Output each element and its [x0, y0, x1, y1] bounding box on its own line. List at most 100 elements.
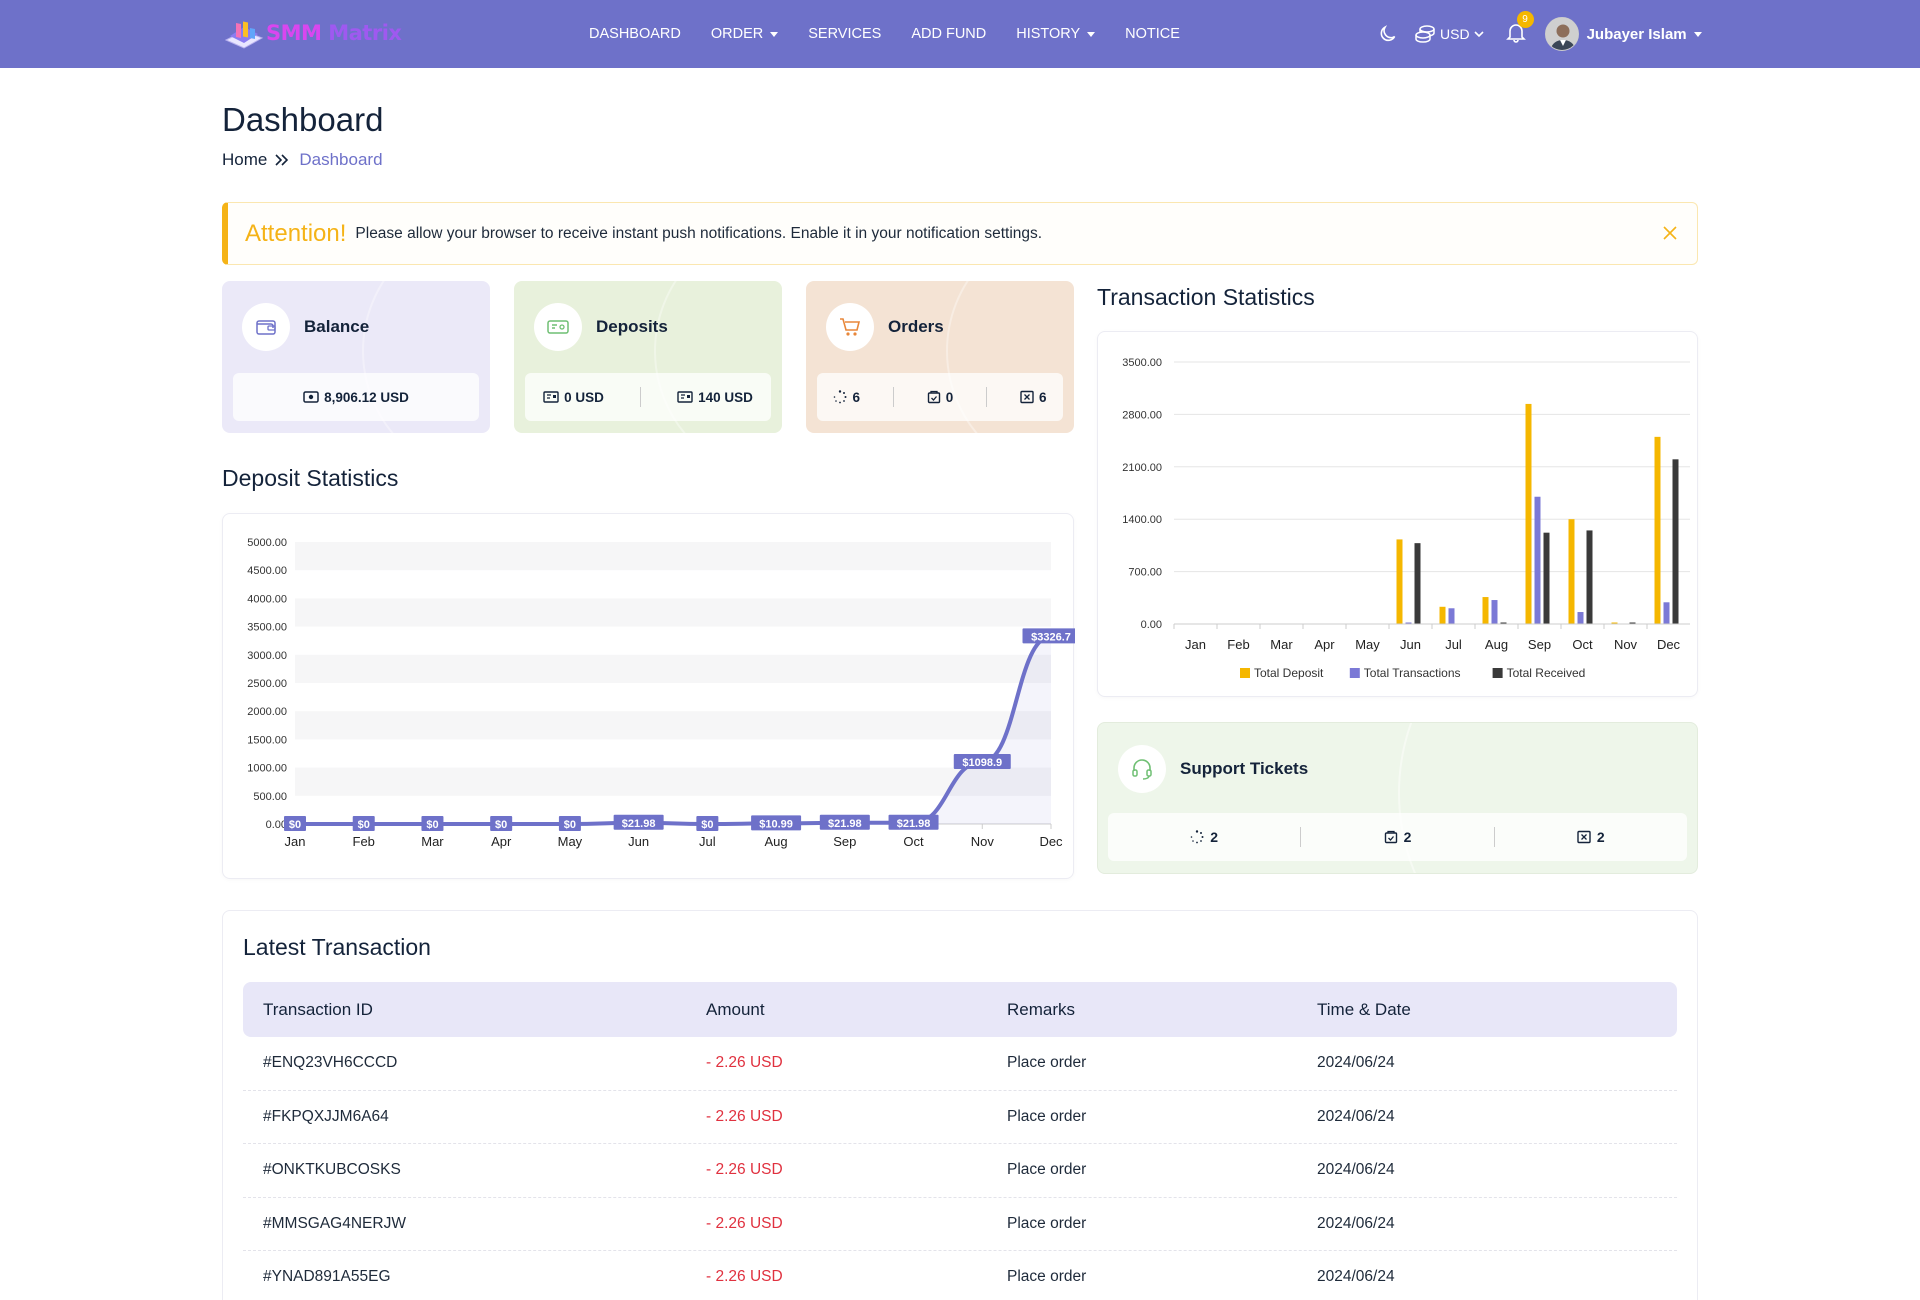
bar-total-received [1629, 622, 1636, 624]
cell-amount: - 2.26 USD [706, 1268, 783, 1286]
data-label: $21.98 [897, 818, 931, 830]
data-label: $1098.9 [962, 757, 1002, 769]
deposit-area [295, 636, 1051, 824]
col-remarks: Remarks [1007, 999, 1076, 1019]
legend-label: Total Received [1507, 666, 1586, 680]
cell-transaction-id: #ENQ23VH6CCCD [263, 1054, 398, 1072]
bar-total-transactions [1663, 602, 1670, 624]
bar-total-transactions [1448, 608, 1455, 624]
moon-icon[interactable] [1378, 24, 1398, 44]
nav-order[interactable]: ORDER [711, 26, 779, 42]
card-decoration [946, 281, 1074, 433]
y-tick-label: 2500.00 [247, 678, 287, 690]
nav-dashboard[interactable]: DASHBOARD [589, 26, 681, 42]
legend-label: Total Transactions [1364, 666, 1461, 680]
bar-total-deposit [1396, 539, 1403, 624]
balance-amount: 8,906.12 USD [303, 390, 409, 405]
nav-right: USD 9 Jubayer Islam [1378, 0, 1702, 68]
data-label-box [953, 754, 1011, 770]
cell-remarks: Place order [1007, 1268, 1087, 1286]
transaction-statistics-title: Transaction Statistics [1097, 284, 1315, 310]
cell-date: 2024/06/24 [1317, 1268, 1395, 1286]
legend-swatch [1492, 668, 1503, 678]
data-label: $3326.7 [1031, 631, 1071, 643]
breadcrumb: Home Dashboard [222, 150, 383, 170]
spinner-icon [1190, 830, 1204, 844]
y-tick-label: 500.00 [253, 791, 287, 803]
tickets-answered: 2 [1301, 829, 1493, 845]
x-tick-label: May [1355, 637, 1380, 652]
data-label-box [558, 816, 581, 831]
support-tickets-title: Support Tickets [1180, 759, 1309, 778]
y-tick-label: 1500.00 [247, 734, 287, 746]
notifications-button[interactable]: 9 [1505, 10, 1534, 48]
data-label-box [421, 816, 444, 831]
x-square-icon [1577, 830, 1591, 844]
card-decoration [654, 281, 782, 433]
breadcrumb-home[interactable]: Home [222, 150, 268, 169]
deposits-value-a: 0 USD [543, 390, 604, 405]
bar-total-deposit [1482, 597, 1489, 624]
cell-transaction-id: #FKPQXJJM6A64 [263, 1107, 389, 1125]
support-tickets-values: 2 2 2 [1108, 813, 1687, 861]
x-tick-label: Feb [353, 834, 375, 849]
x-tick-label: Dec [1657, 637, 1681, 652]
y-tick-label: 1400.00 [1122, 514, 1162, 526]
currency-selector[interactable]: USD [1414, 24, 1485, 44]
y-tick-label: 0.00 [266, 819, 287, 831]
deposit-chart: 0.00 500.00 1000.00 1500.00 2000.00 2500.00 30… [247, 537, 1075, 849]
cell-amount: - 2.26 USD [706, 1054, 783, 1072]
table-header: Transaction ID Amount Remarks Time & Dat… [243, 982, 1677, 1037]
legend-swatch [1349, 668, 1360, 678]
nav-notice[interactable]: NOTICE [1125, 26, 1180, 42]
orders-card: Orders 6 0 6 [806, 281, 1074, 433]
data-label-box [751, 815, 802, 831]
push-notification-alert: Attention! Please allow your browser to … [222, 202, 1698, 265]
y-tick-label: 2800.00 [1122, 409, 1162, 421]
alert-title: Attention! [245, 219, 347, 247]
bar-total-transactions [1577, 612, 1584, 624]
coins-icon [1415, 25, 1435, 43]
nav-add-fund[interactable]: ADD FUND [911, 26, 987, 42]
bar-total-deposit [1439, 606, 1446, 624]
tickets-closed: 2 [1495, 829, 1687, 845]
x-tick-label: Jul [1445, 637, 1462, 652]
latest-transactions-title: Latest Transaction [243, 934, 431, 960]
nav-history[interactable]: HISTORY [1016, 26, 1096, 42]
box-check-icon [927, 390, 940, 404]
x-tick-label: Feb [1227, 637, 1249, 652]
nav-services[interactable]: SERVICES [808, 26, 882, 42]
orders-cancelled: 6 [1020, 390, 1047, 405]
data-label-box [490, 816, 513, 831]
y-tick-label: 4000.00 [247, 593, 287, 605]
data-label: $0 [289, 819, 301, 831]
cell-remarks: Place order [1007, 1107, 1087, 1125]
x-tick-label: Jul [699, 834, 716, 849]
orders-title: Orders [888, 317, 944, 336]
balance-title: Balance [304, 317, 370, 336]
close-icon[interactable] [1659, 222, 1681, 244]
cell-amount: - 2.26 USD [706, 1107, 783, 1125]
top-navbar: SMM Matrix DASHBOARD ORDER SERVICES ADD … [0, 0, 1920, 68]
balance-values: 8,906.12 USD [233, 373, 479, 421]
cash-icon [303, 391, 319, 403]
y-tick-label: 3500.00 [1122, 357, 1162, 369]
x-tick-label: Dec [1039, 834, 1063, 849]
brand-name: SMM Matrix [266, 21, 402, 45]
support-tickets-card: Support Tickets 2 2 2 [1097, 722, 1698, 874]
table-row: #ONKTKUBCOSKS - 2.26 USD Place order 202… [243, 1144, 1677, 1198]
spinner-icon [834, 390, 847, 404]
data-label: $0 [701, 819, 713, 831]
avatar[interactable] [1544, 17, 1579, 51]
y-tick-label: 5000.00 [247, 537, 287, 549]
user-menu[interactable]: Jubayer Islam [1587, 26, 1702, 43]
divider [986, 387, 988, 407]
brand-logo[interactable]: SMM Matrix [222, 14, 402, 52]
data-label-box [1022, 628, 1075, 644]
orders-processing: 0 [927, 390, 953, 405]
notification-count-badge: 9 [1516, 10, 1534, 28]
y-tick-label: 0.00 [1141, 619, 1162, 631]
divider [1493, 827, 1495, 847]
latest-transactions-panel: Latest Transaction Transaction ID Amount… [222, 910, 1698, 1300]
grid-band [295, 542, 1051, 571]
